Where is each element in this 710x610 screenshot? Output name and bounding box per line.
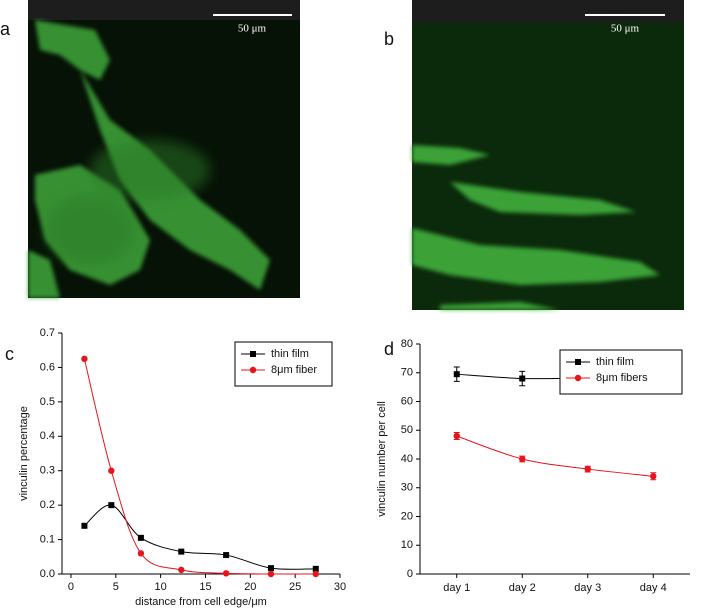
marker (312, 570, 319, 578)
marker (137, 550, 145, 557)
y-tick-label: 0.4 (40, 430, 55, 442)
marker (223, 552, 230, 559)
marker (453, 432, 460, 440)
y-tick-label: 60 (401, 395, 413, 407)
marker (137, 534, 144, 541)
legend-label: 8μm fibers (596, 372, 648, 384)
legend-label: 8μm fiber (271, 364, 317, 376)
marker (108, 502, 115, 509)
marker (108, 467, 115, 474)
y-tick-label: 10 (401, 539, 413, 551)
y-tick-label: 0.7 (40, 327, 55, 339)
marker (250, 351, 256, 357)
y-tick-label: 0 (407, 568, 413, 580)
marker (178, 548, 185, 555)
x-tick-label: 10 (155, 581, 167, 593)
y-tick-label: 50 (401, 424, 413, 436)
marker (267, 570, 275, 578)
x-tick-label: 25 (289, 581, 301, 593)
y-tick-label: 0.5 (40, 396, 55, 408)
marker (267, 565, 274, 572)
y-tick-label: 0.1 (40, 533, 55, 545)
legend-box (234, 341, 333, 387)
marker (249, 366, 257, 374)
panel-label: d (384, 339, 394, 359)
marker (81, 355, 88, 363)
micrograph-a: 50 μm (28, 0, 300, 298)
marker (312, 565, 319, 572)
y-tick-label: 0.6 (40, 361, 55, 373)
y-tick-label: 0.2 (40, 499, 55, 511)
x-tick-label: 5 (113, 581, 119, 593)
marker (519, 375, 526, 382)
x-tick-label: 30 (334, 581, 346, 593)
legend-box (559, 349, 683, 395)
panel-label: a (0, 19, 11, 39)
x-tick-label: 20 (244, 581, 256, 593)
marker (575, 359, 581, 365)
x-tick-label: day 1 (443, 582, 470, 594)
y-tick-label: 0.3 (40, 465, 55, 477)
y-axis-label: vinculin number per cell (376, 401, 388, 517)
marker (222, 570, 230, 577)
x-tick-label: 15 (199, 581, 211, 593)
marker (178, 566, 185, 574)
x-axis-label: distance from cell edge/μm (135, 596, 267, 608)
y-tick-label: 40 (401, 453, 413, 465)
marker (519, 455, 526, 463)
scale-bar-label: 50 μm (611, 23, 640, 35)
x-tick-label: day 4 (640, 582, 667, 594)
marker (650, 473, 657, 480)
y-tick-label: 80 (401, 338, 413, 350)
x-tick-label: day 3 (574, 582, 601, 594)
y-tick-label: 20 (401, 510, 413, 522)
marker (453, 371, 460, 378)
panel-label: b (384, 29, 394, 49)
legend-label: thin film (271, 348, 309, 360)
x-tick-label: 0 (68, 581, 74, 593)
series-line (83, 358, 316, 575)
marker (574, 374, 582, 382)
marker (584, 465, 591, 473)
legend-label: thin film (596, 356, 634, 368)
y-tick-label: 30 (401, 482, 413, 494)
micrograph-b: 50 μm (412, 0, 684, 310)
y-axis-label: vinculin percentage (18, 406, 30, 501)
y-tick-label: 0.0 (40, 568, 55, 580)
x-tick-label: day 2 (509, 582, 536, 594)
panel-label: c (5, 344, 14, 364)
scale-bar-label: 50 μm (238, 23, 267, 35)
series-line (84, 504, 316, 570)
marker (81, 522, 88, 529)
series-line (456, 435, 654, 477)
y-tick-label: 70 (401, 367, 413, 379)
